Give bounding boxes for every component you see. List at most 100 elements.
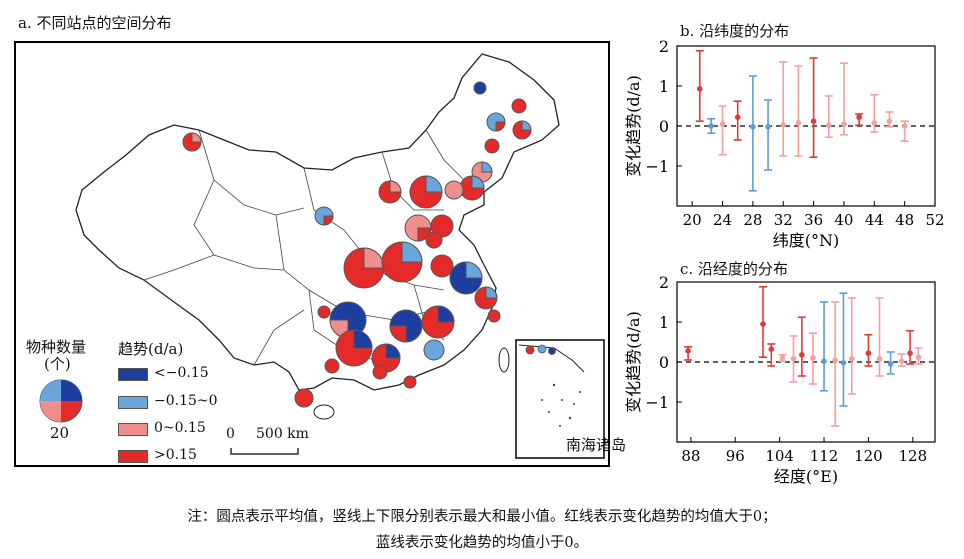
error-bar bbox=[809, 57, 818, 158]
error-bar bbox=[684, 346, 693, 361]
y-axis-label: 变化趋势(d/a) bbox=[625, 311, 643, 413]
mean-point bbox=[898, 358, 905, 364]
error-bar bbox=[870, 93, 879, 133]
mean-point bbox=[779, 355, 786, 361]
mean-point bbox=[887, 361, 894, 367]
note-line-2: 蓝线表示变化趋势的均值小于0。 bbox=[375, 535, 589, 551]
chart-c: −1 0 1 2 88 96 104 112 120 128 经度(°E) 变化趋势(d/a) bbox=[625, 276, 936, 486]
x-axis-label: 经度(°E) bbox=[774, 467, 838, 486]
x-tick-label: 104 bbox=[765, 447, 794, 465]
scale-bar bbox=[230, 448, 299, 455]
error-bar bbox=[764, 99, 773, 171]
x-tick-label: 36 bbox=[804, 211, 823, 229]
error-bar bbox=[886, 351, 895, 375]
scale-label: 500 km bbox=[256, 426, 309, 442]
scale-zero: 0 bbox=[226, 426, 235, 442]
x-tick-label: 48 bbox=[895, 211, 914, 229]
swatch-lt-neg015 bbox=[118, 368, 148, 381]
mean-point bbox=[841, 121, 847, 127]
x-tick-label: 24 bbox=[713, 211, 732, 229]
legend-count-value: 20 bbox=[50, 424, 70, 442]
mean-point bbox=[768, 346, 775, 352]
mean-point bbox=[832, 357, 838, 364]
y-tick-label: 2 bbox=[659, 276, 669, 292]
error-bar bbox=[855, 113, 864, 126]
y-tick-label: −1 bbox=[645, 157, 669, 176]
chart-b: −1 0 1 2 20 24 28 32 36 40 44 48 52 纬度(°N) 变化趋势(d/a) bbox=[625, 40, 945, 250]
error-bar bbox=[707, 118, 716, 134]
error-bar bbox=[820, 301, 829, 392]
map-title: a. 不同站点的空间分布 bbox=[18, 14, 172, 32]
error-bar bbox=[767, 343, 776, 367]
x-tick-label: 52 bbox=[925, 211, 944, 229]
inset-label: 南海诸岛 bbox=[566, 436, 627, 454]
y-tick-label: −1 bbox=[645, 393, 669, 412]
legend-trend-title: 趋势(d/a) bbox=[118, 340, 184, 358]
chart-b-title: b. 沿纬度的分布 bbox=[680, 22, 790, 40]
x-tick-label: 96 bbox=[726, 447, 745, 465]
mean-point bbox=[708, 123, 714, 129]
mean-point bbox=[901, 123, 908, 129]
y-tick-label: 1 bbox=[659, 77, 669, 96]
error-bar bbox=[839, 292, 848, 407]
x-tick-label: 128 bbox=[898, 447, 927, 465]
error-bar bbox=[808, 332, 817, 385]
error-bar bbox=[900, 120, 909, 142]
y-tick-label: 0 bbox=[659, 117, 669, 136]
legend-count-title: 物种数量 bbox=[26, 338, 87, 356]
x-tick-label: 44 bbox=[865, 211, 884, 229]
mean-point bbox=[886, 118, 893, 124]
mean-point bbox=[719, 121, 726, 127]
mean-point bbox=[696, 86, 703, 92]
x-tick-label: 112 bbox=[810, 447, 839, 465]
mean-point bbox=[848, 356, 855, 362]
mean-point bbox=[907, 350, 913, 356]
x-axis-label: 纬度(°N) bbox=[773, 231, 840, 250]
legend-count-unit: (个) bbox=[44, 355, 71, 373]
error-bar bbox=[847, 297, 856, 395]
mean-point bbox=[790, 356, 797, 362]
y-tick-label: 1 bbox=[659, 313, 669, 332]
swatch-neg015-0 bbox=[118, 396, 148, 409]
error-bar bbox=[885, 111, 894, 128]
error-bar bbox=[779, 61, 788, 157]
x-tick-label: 28 bbox=[743, 211, 762, 229]
mean-point bbox=[760, 321, 766, 327]
mean-point bbox=[865, 350, 872, 356]
error-bar bbox=[778, 354, 787, 362]
error-bar bbox=[839, 62, 848, 136]
mean-point bbox=[799, 352, 805, 358]
note-line-1: 注：圆点表示平均值，竖线上下限分别表示最大和最小值。红线表示变化趋势的均值大于0… bbox=[187, 509, 777, 525]
mean-point bbox=[821, 358, 827, 364]
legend-trend-item-2: 0~0.15 bbox=[154, 420, 206, 436]
mean-point bbox=[685, 348, 691, 354]
error-bar bbox=[824, 95, 833, 138]
error-bar bbox=[906, 329, 915, 365]
chart-c-title: c. 沿经度的分布 bbox=[680, 260, 788, 278]
error-bar bbox=[759, 286, 767, 358]
mean-point bbox=[780, 122, 787, 128]
mean-point bbox=[915, 354, 922, 360]
mean-point bbox=[750, 124, 756, 130]
legend-pie bbox=[39, 379, 83, 423]
error-bar bbox=[831, 301, 840, 427]
error-bar bbox=[733, 100, 742, 141]
mean-point bbox=[876, 356, 883, 362]
error-bar bbox=[864, 333, 873, 367]
station-pies bbox=[182, 81, 532, 408]
y-axis-label: 变化趋势(d/a) bbox=[625, 75, 643, 177]
error-bar bbox=[789, 335, 798, 383]
x-tick-label: 88 bbox=[681, 447, 700, 465]
error-bar bbox=[797, 316, 806, 377]
swatch-gt015 bbox=[118, 450, 148, 463]
x-tick-label: 40 bbox=[834, 211, 853, 229]
mean-point bbox=[840, 360, 847, 366]
error-bar bbox=[695, 50, 704, 122]
error-bar bbox=[748, 75, 757, 192]
legend-trend-item-1: −0.15~0 bbox=[154, 393, 218, 409]
mean-point bbox=[810, 118, 817, 124]
x-tick-label: 120 bbox=[854, 447, 883, 465]
y-tick-label: 0 bbox=[659, 353, 669, 372]
mean-point bbox=[856, 114, 862, 120]
legend-trend-item-3: >0.15 bbox=[154, 447, 197, 463]
